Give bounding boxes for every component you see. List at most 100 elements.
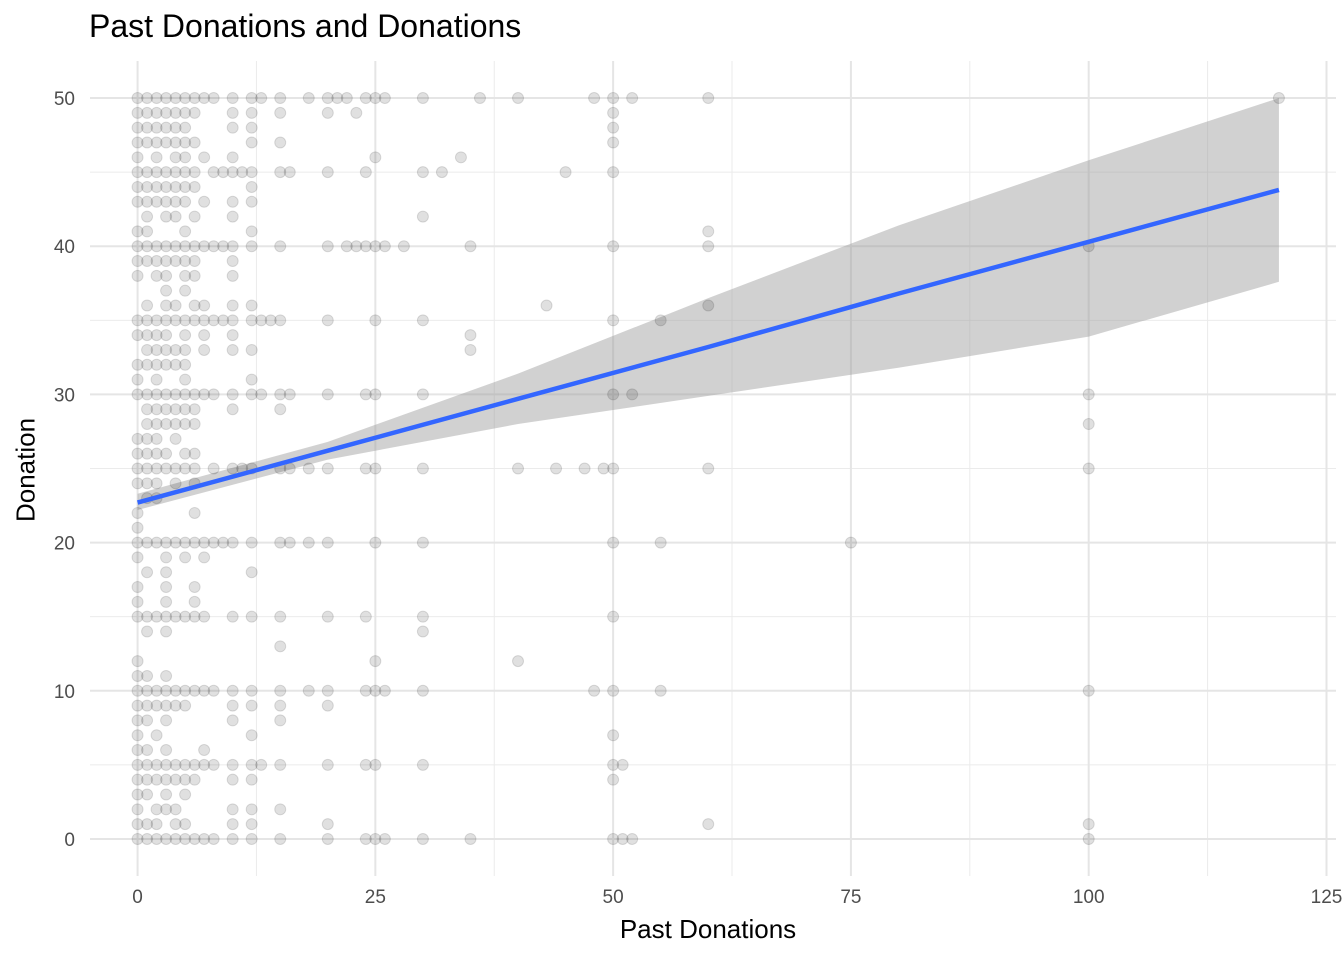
data-point bbox=[169, 684, 182, 697]
data-point bbox=[245, 758, 258, 771]
data-point bbox=[226, 818, 239, 831]
y-tick-label: 10 bbox=[54, 682, 75, 703]
data-point bbox=[702, 299, 715, 312]
data-point bbox=[150, 255, 163, 268]
data-point bbox=[160, 166, 173, 179]
data-point bbox=[245, 240, 258, 253]
data-point bbox=[188, 240, 201, 253]
data-point bbox=[473, 92, 486, 105]
data-point bbox=[150, 314, 163, 327]
data-point bbox=[150, 758, 163, 771]
data-point bbox=[169, 832, 182, 845]
data-point bbox=[283, 166, 296, 179]
data-point bbox=[198, 684, 211, 697]
data-point bbox=[302, 462, 315, 475]
data-point bbox=[131, 506, 144, 519]
data-point bbox=[150, 447, 163, 460]
data-point bbox=[198, 314, 211, 327]
data-point bbox=[150, 166, 163, 179]
data-points bbox=[131, 92, 1285, 845]
data-point bbox=[369, 151, 382, 164]
data-point bbox=[236, 166, 249, 179]
major-gridlines bbox=[90, 61, 1336, 876]
data-point bbox=[131, 373, 144, 386]
data-point bbox=[169, 418, 182, 431]
data-point bbox=[160, 329, 173, 342]
data-point bbox=[169, 314, 182, 327]
data-point bbox=[141, 388, 154, 401]
data-point bbox=[359, 462, 372, 475]
data-point bbox=[198, 240, 211, 253]
y-tick-label: 0 bbox=[64, 830, 75, 851]
data-point bbox=[416, 536, 429, 549]
data-point bbox=[702, 225, 715, 238]
data-point bbox=[616, 832, 629, 845]
data-point bbox=[169, 299, 182, 312]
data-point bbox=[150, 832, 163, 845]
data-point bbox=[274, 240, 287, 253]
data-point bbox=[179, 418, 192, 431]
data-point bbox=[131, 581, 144, 594]
data-point bbox=[150, 418, 163, 431]
data-point bbox=[369, 314, 382, 327]
data-point bbox=[321, 610, 334, 623]
data-point bbox=[607, 314, 620, 327]
data-point bbox=[616, 758, 629, 771]
data-point bbox=[160, 284, 173, 297]
data-point bbox=[464, 240, 477, 253]
data-point bbox=[160, 92, 173, 105]
data-point bbox=[416, 610, 429, 623]
data-point bbox=[131, 521, 144, 534]
data-point bbox=[160, 551, 173, 564]
data-point bbox=[226, 758, 239, 771]
data-point bbox=[141, 343, 154, 356]
data-point bbox=[160, 714, 173, 727]
data-point bbox=[188, 180, 201, 193]
data-point bbox=[226, 773, 239, 786]
data-point bbox=[245, 121, 258, 134]
x-axis-ticks: 0 25 50 75 100 125 bbox=[132, 887, 1342, 908]
data-point bbox=[169, 358, 182, 371]
data-point bbox=[188, 684, 201, 697]
data-point bbox=[626, 388, 639, 401]
data-point bbox=[160, 136, 173, 149]
data-point bbox=[198, 551, 211, 564]
data-point bbox=[512, 462, 525, 475]
data-point bbox=[340, 240, 353, 253]
data-point bbox=[321, 832, 334, 845]
data-point bbox=[274, 388, 287, 401]
data-point bbox=[607, 729, 620, 742]
data-point bbox=[150, 388, 163, 401]
data-point bbox=[141, 536, 154, 549]
data-point bbox=[369, 536, 382, 549]
data-point bbox=[160, 773, 173, 786]
data-point bbox=[226, 714, 239, 727]
data-point bbox=[416, 758, 429, 771]
data-point bbox=[198, 610, 211, 623]
data-point bbox=[179, 269, 192, 282]
y-tick-label: 30 bbox=[54, 385, 75, 406]
data-point bbox=[588, 92, 601, 105]
data-point bbox=[321, 462, 334, 475]
data-point bbox=[283, 388, 296, 401]
y-tick-label: 20 bbox=[54, 534, 75, 555]
data-point bbox=[226, 536, 239, 549]
data-point bbox=[844, 536, 857, 549]
x-tick-label: 25 bbox=[365, 887, 386, 908]
data-point bbox=[179, 106, 192, 119]
data-point bbox=[654, 536, 667, 549]
data-point bbox=[359, 92, 372, 105]
data-point bbox=[141, 210, 154, 223]
data-point bbox=[321, 388, 334, 401]
data-point bbox=[160, 684, 173, 697]
data-point bbox=[274, 106, 287, 119]
x-tick-label: 125 bbox=[1311, 887, 1343, 908]
data-point bbox=[179, 373, 192, 386]
data-point bbox=[416, 462, 429, 475]
data-point bbox=[150, 136, 163, 149]
data-point bbox=[131, 699, 144, 712]
data-point bbox=[245, 388, 258, 401]
data-point bbox=[131, 166, 144, 179]
data-point bbox=[169, 388, 182, 401]
data-point bbox=[359, 832, 372, 845]
